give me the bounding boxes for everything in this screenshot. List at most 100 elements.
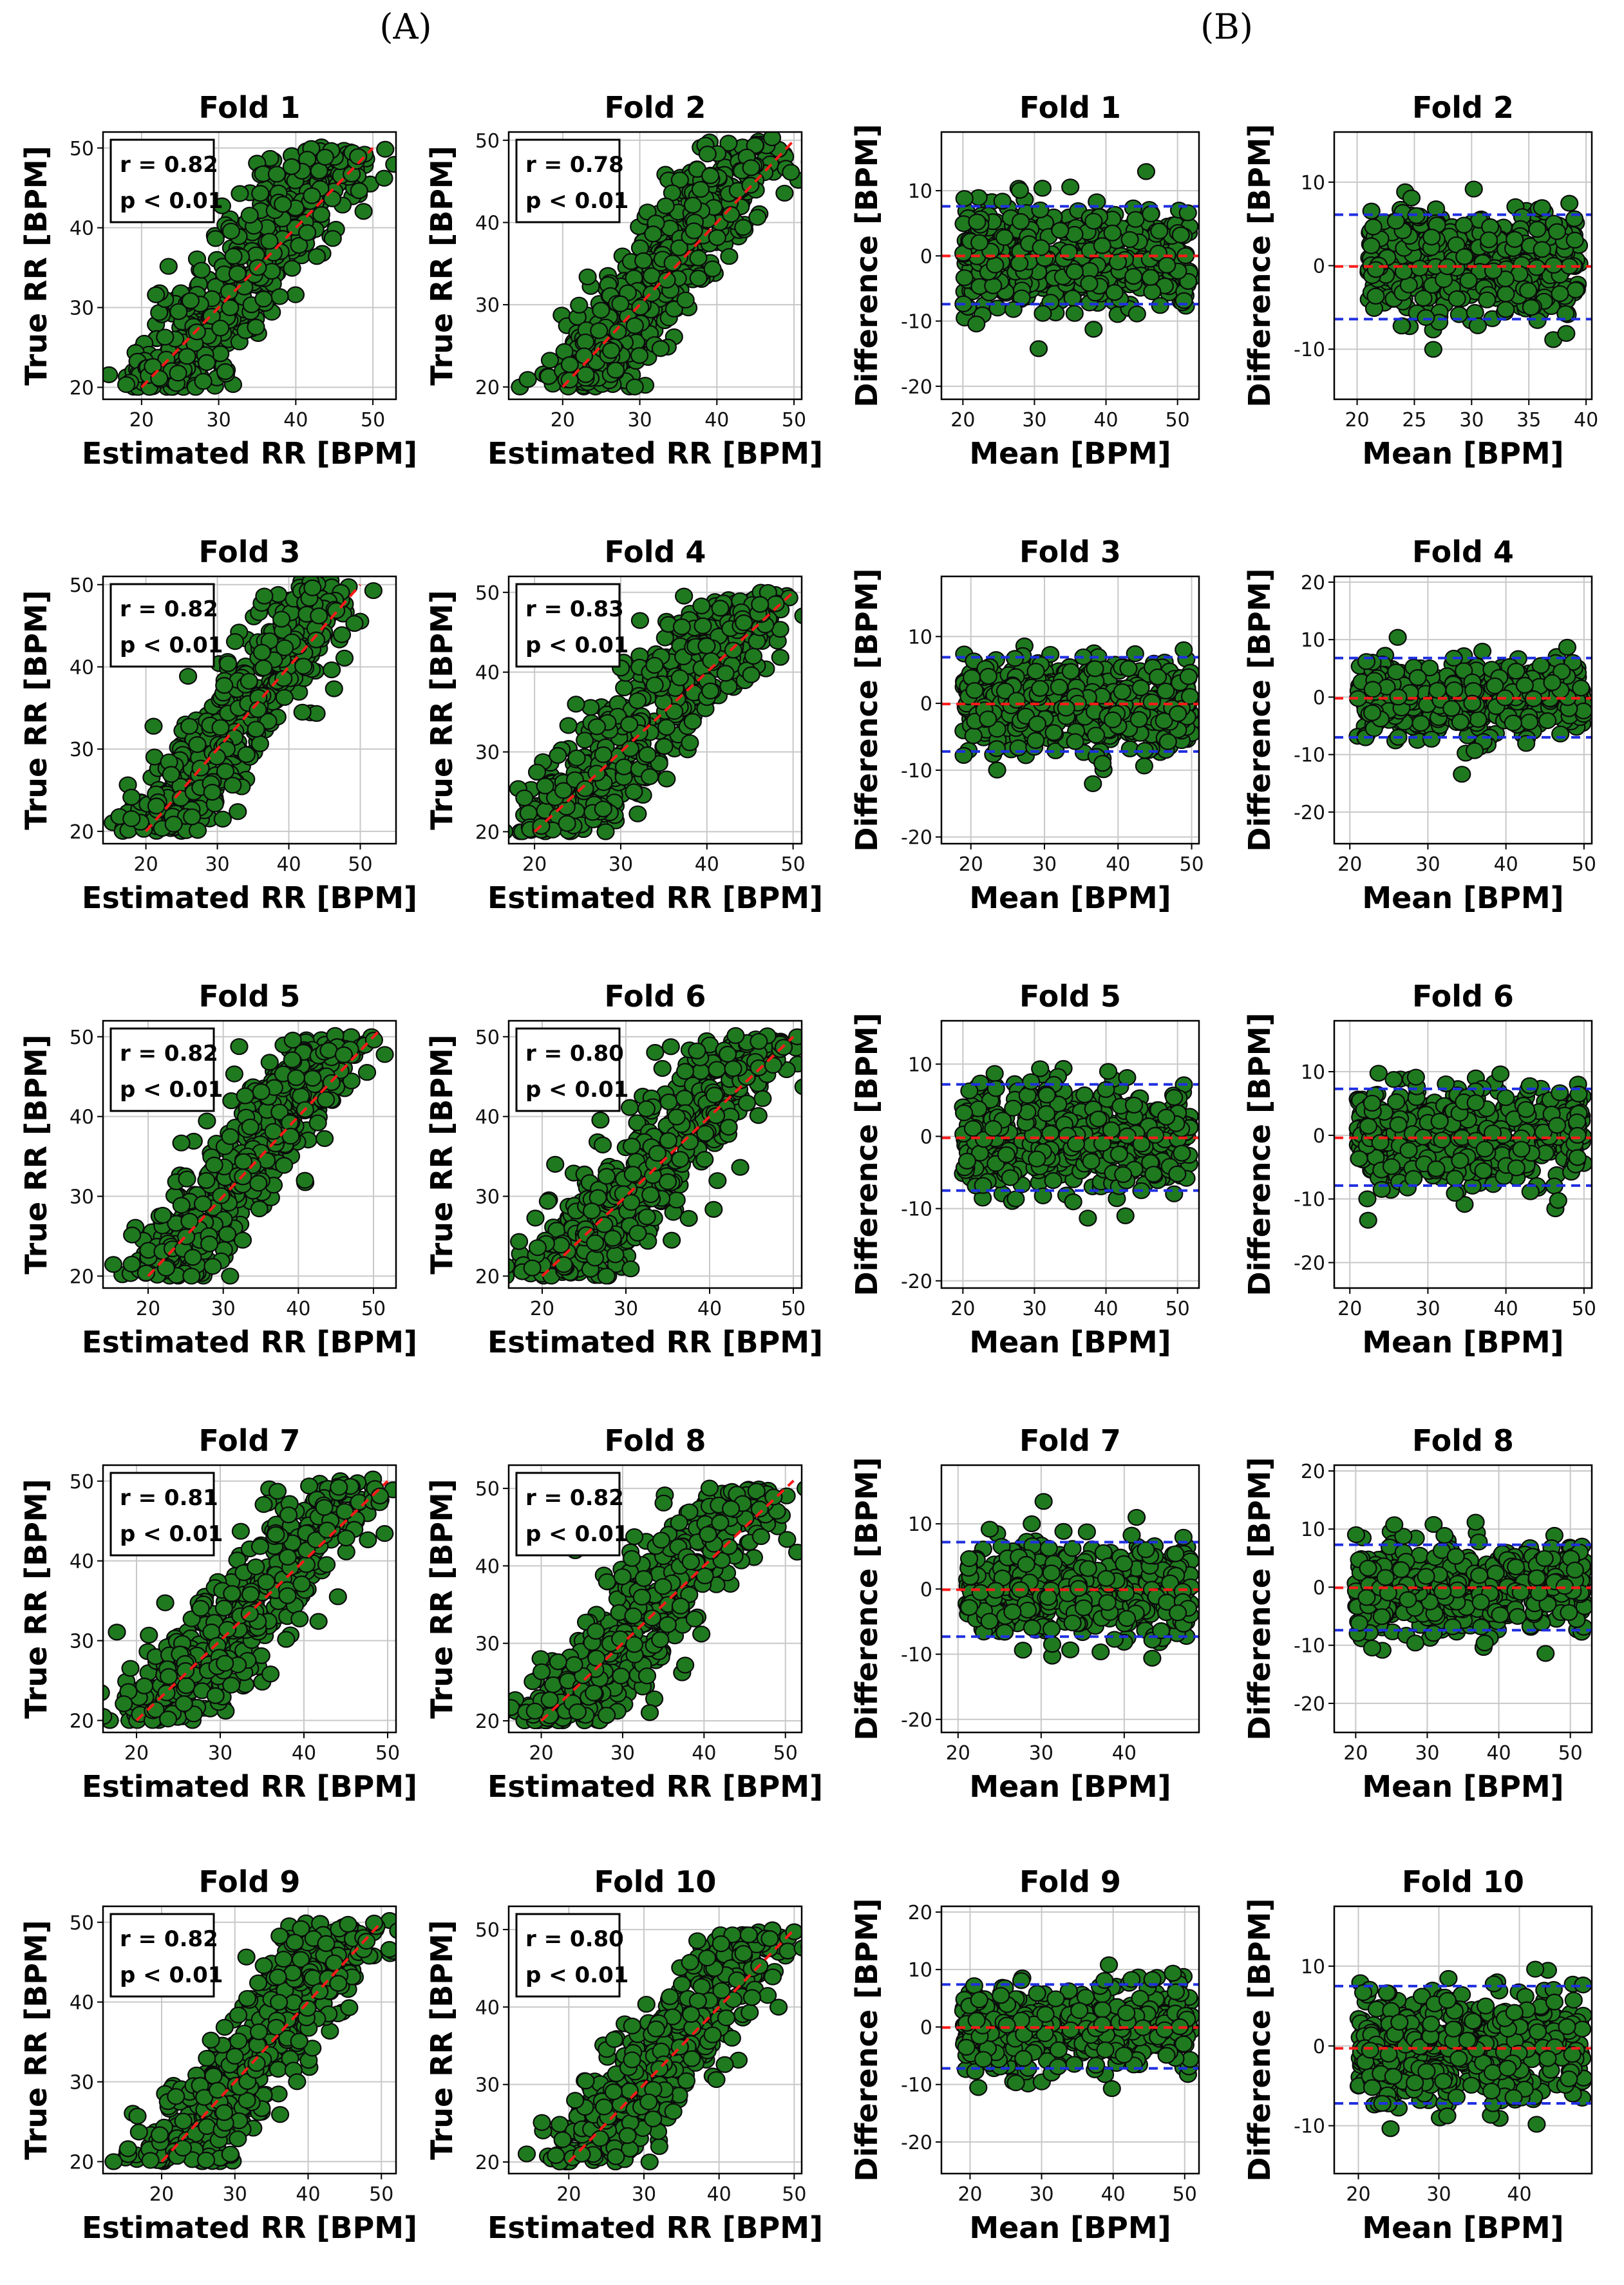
annotation-p: p < 0.01 <box>525 1521 628 1547</box>
data-point <box>249 1974 268 1991</box>
data-point <box>568 1703 587 1721</box>
data-point <box>309 1613 328 1630</box>
x-tick-label: 30 <box>627 409 652 431</box>
y-tick-label: 20 <box>70 377 94 399</box>
data-point <box>128 2107 147 2125</box>
data-point <box>316 148 334 166</box>
data-point <box>198 2118 216 2136</box>
data-point <box>264 1123 283 1140</box>
data-point <box>287 1069 306 1086</box>
data-point <box>303 187 321 204</box>
correlation-annotation: r = 0.78p < 0.01 <box>515 138 628 223</box>
data-point <box>659 1132 678 1150</box>
y-tick-label: 30 <box>70 2072 94 2094</box>
x-tick-label: 50 <box>781 1298 806 1320</box>
data-point <box>303 579 322 596</box>
y-tick-label: 30 <box>70 298 94 320</box>
data-point <box>329 1975 348 1992</box>
data-point <box>681 734 699 752</box>
data-point <box>150 2126 169 2143</box>
data-point <box>162 766 180 783</box>
x-tick-label: 50 <box>348 853 372 876</box>
data-point <box>819 147 836 162</box>
y-tick-label: 50 <box>475 582 500 605</box>
data-point <box>656 197 675 214</box>
axes-frame <box>507 1464 803 1734</box>
identity-line <box>541 1036 795 1277</box>
data-point <box>558 815 576 832</box>
data-point <box>746 137 764 154</box>
data-point <box>223 1585 241 1602</box>
data-point <box>375 1046 394 1063</box>
annotation-r: r = 0.81 <box>120 1485 218 1511</box>
data-point <box>587 1649 606 1667</box>
data-point <box>551 1237 571 1254</box>
data-point <box>334 1046 354 1063</box>
data-point <box>778 1531 797 1548</box>
data-point <box>380 1940 396 1958</box>
data-point <box>590 322 609 339</box>
data-point <box>197 354 216 372</box>
data-point <box>269 1968 287 1986</box>
data-point <box>250 1200 269 1218</box>
x-tick-label: 20 <box>129 409 154 431</box>
data-point <box>637 1100 656 1117</box>
data-point <box>667 1108 686 1126</box>
data-point <box>203 784 222 801</box>
data-point <box>509 824 514 839</box>
data-point <box>701 682 720 700</box>
data-point <box>290 1610 309 1627</box>
data-point <box>182 1267 201 1285</box>
annotation-r: r = 0.78 <box>525 152 624 178</box>
data-point <box>221 1128 240 1145</box>
data-point <box>270 288 289 305</box>
data-point <box>637 1667 657 1685</box>
plot-title: Fold 5 <box>199 979 301 1014</box>
data-point <box>764 1488 783 1506</box>
data-point <box>117 376 136 393</box>
data-point <box>622 1137 641 1155</box>
data-point <box>650 755 668 772</box>
data-point <box>183 808 202 826</box>
x-axis-label: Estimated RR [BPM] <box>82 880 417 915</box>
identity-line <box>147 1028 382 1277</box>
data-point <box>750 1032 768 1050</box>
x-axis-label: Estimated RR [BPM] <box>487 436 823 471</box>
x-tick-label: 40 <box>286 1298 310 1320</box>
data-point <box>260 232 279 250</box>
x-tick-label: 20 <box>124 1742 149 1765</box>
data-point <box>270 1103 289 1121</box>
data-point <box>689 269 708 287</box>
data-point <box>708 229 726 246</box>
data-point <box>794 607 802 624</box>
data-point <box>191 1600 210 1617</box>
y-tick-label: 50 <box>70 574 94 597</box>
x-axis-label: Estimated RR [BPM] <box>82 1769 417 1804</box>
data-point <box>237 746 256 763</box>
data-point <box>215 677 234 694</box>
data-point <box>323 661 341 679</box>
data-point <box>601 342 621 359</box>
data-point <box>724 1060 742 1077</box>
data-point <box>623 1550 641 1568</box>
data-point <box>257 1573 276 1591</box>
data-point <box>536 777 554 795</box>
data-point <box>175 1695 193 1712</box>
y-axis-label: True RR [BPM] <box>424 590 459 830</box>
data-point <box>697 637 716 654</box>
data-point <box>364 1031 383 1048</box>
data-point <box>254 1957 273 1975</box>
data-point <box>751 596 770 613</box>
data-point <box>277 1631 296 1648</box>
plot-title: Fold 4 <box>605 535 706 569</box>
data-point <box>614 758 634 775</box>
data-point <box>195 2089 214 2106</box>
data-point <box>205 1156 223 1174</box>
data-point <box>549 746 567 764</box>
y-tick-label: 20 <box>70 1710 94 1732</box>
data-point <box>644 225 663 243</box>
data-point <box>283 1031 302 1049</box>
data-point <box>515 789 534 807</box>
data-point <box>559 717 578 734</box>
